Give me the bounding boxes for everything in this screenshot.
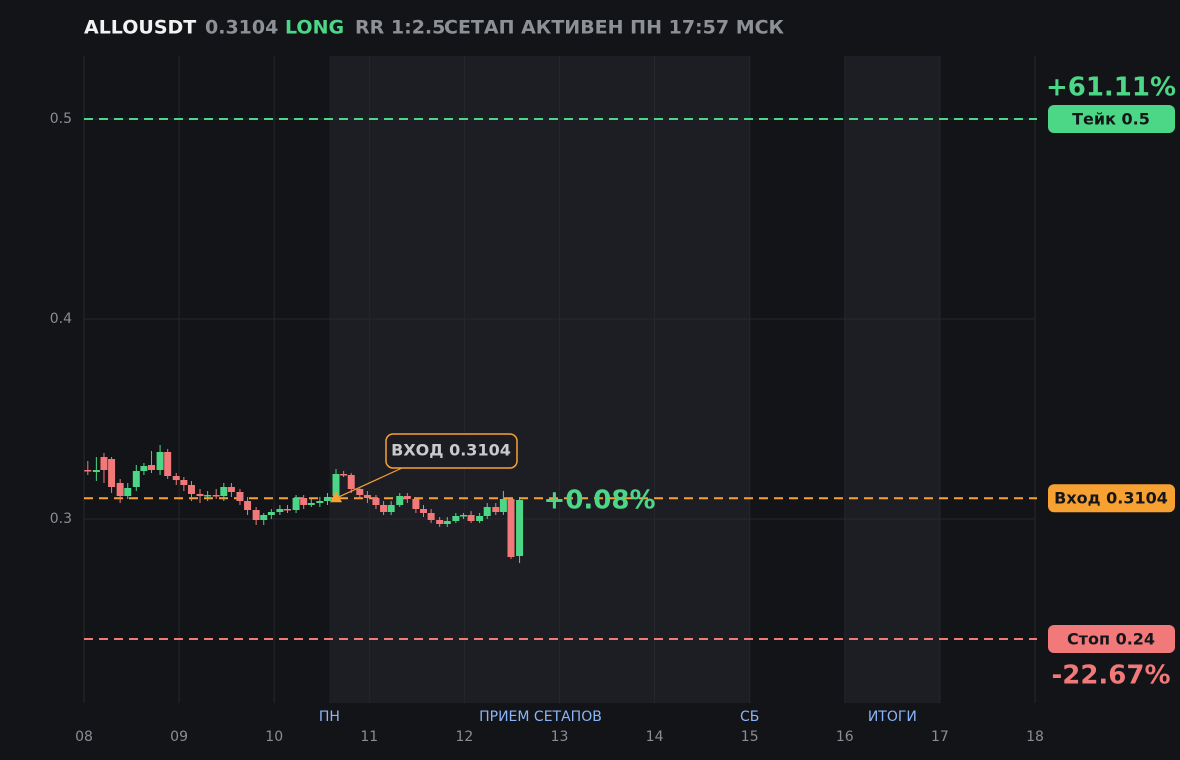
symbol: ALLOUSDT: [84, 17, 196, 39]
candle-body: [372, 498, 380, 505]
candle-body: [403, 496, 411, 499]
level-change: -22.67%: [1051, 661, 1170, 691]
candle-body: [227, 487, 235, 492]
x-tick-label: 11: [360, 729, 378, 745]
candle-body: [300, 498, 308, 505]
risk-reward: RR 1:2.5: [355, 17, 445, 39]
candle-body: [427, 513, 435, 520]
level-label: Вход 0.3104: [1054, 489, 1168, 508]
candle-body: [260, 515, 268, 520]
status: СЕТАП АКТИВЕН ПН 17:57 МСК: [444, 17, 785, 39]
annotation-text: ВХОД 0.3104: [391, 441, 511, 460]
candle-body: [244, 501, 252, 510]
candle-body: [148, 465, 156, 470]
candle-body: [347, 475, 355, 489]
y-tick-label: 0.4: [50, 311, 72, 327]
session-label: ПРИЕМ СЕТАПОВ: [479, 709, 602, 725]
y-tick-label: 0.3: [50, 511, 72, 527]
session-shade: [844, 56, 940, 703]
level-badge: [1048, 625, 1175, 653]
candle-body: [323, 497, 331, 501]
candle-body: [387, 505, 395, 512]
candle-body: [156, 452, 164, 470]
candle-body: [380, 505, 388, 512]
candle-body: [108, 459, 116, 487]
candle-body: [436, 520, 444, 524]
annotation-box: [385, 433, 518, 469]
candle-body: [236, 492, 244, 501]
candle-body: [420, 509, 428, 513]
candle-body: [252, 510, 260, 520]
level-change: +61.11%: [1046, 73, 1176, 103]
candle-body: [483, 507, 491, 516]
candle-body: [467, 515, 475, 521]
candle-body: [132, 471, 140, 487]
candle-body: [516, 500, 524, 556]
candle-body: [212, 495, 220, 497]
candle-body: [172, 476, 180, 480]
entry-marker: [330, 491, 343, 503]
candle-body: [100, 457, 108, 470]
candle-body: [84, 470, 92, 472]
candle-body: [476, 516, 484, 521]
candle-body: [412, 499, 420, 509]
candle-body: [196, 494, 204, 496]
session-label: ПН: [319, 709, 340, 725]
candle-body: [332, 474, 340, 496]
x-tick-label: 14: [646, 729, 664, 745]
candle-body: [307, 503, 315, 505]
candle-body: [356, 489, 364, 495]
level-badge: [1048, 484, 1175, 513]
annotation-pointer: [335, 467, 403, 499]
session-shade: [329, 56, 750, 703]
candle-body: [492, 507, 500, 512]
session-label: СБ: [740, 709, 759, 725]
level-label: Стоп 0.24: [1067, 630, 1155, 649]
session-label: ИТОГИ: [868, 709, 917, 725]
candle-body: [204, 495, 212, 497]
candle-body: [276, 509, 284, 512]
x-tick-label: 15: [741, 729, 759, 745]
candle-body: [459, 515, 467, 517]
candle-body: [180, 480, 188, 485]
x-tick-label: 12: [455, 729, 473, 745]
candle-body: [363, 495, 371, 498]
x-tick-label: 17: [931, 729, 949, 745]
side: LONG: [285, 17, 344, 39]
candle-body: [220, 487, 228, 496]
candle-body: [292, 498, 300, 510]
x-tick-label: 13: [551, 729, 569, 745]
candle-body: [396, 496, 404, 505]
candle-body: [316, 501, 324, 503]
price: 0.3104: [205, 17, 278, 39]
candle-body: [499, 499, 507, 512]
level-label: Тейк 0.5: [1072, 110, 1150, 129]
candle-body: [284, 509, 292, 511]
x-tick-label: 10: [265, 729, 283, 745]
candle-body: [187, 485, 195, 494]
candle-body: [92, 470, 100, 472]
y-tick-label: 0.5: [50, 111, 72, 127]
candle-body: [267, 512, 275, 515]
x-tick-label: 08: [75, 729, 93, 745]
candle-body: [164, 452, 172, 476]
candle-body: [340, 474, 348, 476]
candle-body: [140, 466, 148, 471]
candle-body: [116, 483, 124, 496]
candle-body: [124, 488, 132, 496]
x-tick-label: 18: [1026, 729, 1044, 745]
candle-body: [507, 499, 515, 557]
candle-body: [452, 516, 460, 521]
current-change: +0.08%: [544, 486, 656, 516]
x-tick-label: 09: [170, 729, 188, 745]
x-tick-label: 16: [836, 729, 854, 745]
candle-body: [443, 521, 451, 524]
level-badge: [1048, 105, 1175, 133]
